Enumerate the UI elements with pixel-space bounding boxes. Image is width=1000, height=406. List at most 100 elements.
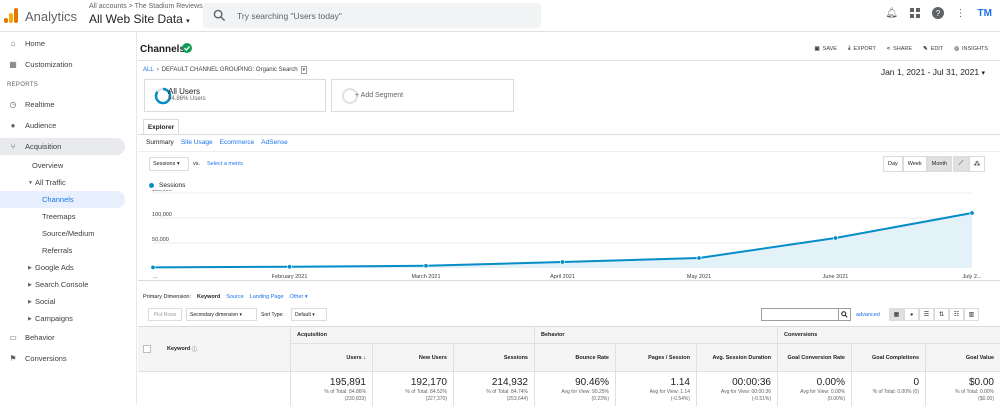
col-goal-value[interactable]: Goal Value (925, 343, 1000, 371)
verified-check-icon (182, 43, 192, 53)
term-cloud-icon[interactable]: ☷ (949, 308, 964, 321)
pie-view-icon[interactable]: ◕ (904, 308, 919, 321)
help-icon[interactable]: ? (931, 7, 944, 19)
sidebar-item-referrals[interactable]: Referrals (0, 242, 125, 259)
granularity-week[interactable]: Week (902, 156, 927, 172)
total-sub: Avg for View: 90.25% (561, 389, 609, 395)
keyword-header[interactable]: Keyword ⓘ (160, 327, 290, 371)
line-chart-icon[interactable]: ⟋ (953, 156, 969, 172)
dim-other-label: Other (289, 294, 304, 300)
grouping-all-link[interactable]: ALL (143, 67, 154, 73)
avatar[interactable]: TM (977, 7, 992, 19)
comparison-view-icon[interactable]: ⇅ (934, 308, 949, 321)
col-pages-session[interactable]: Pages / Session (615, 343, 696, 371)
series-area (153, 213, 972, 268)
caret-down-icon: ▾ (981, 70, 985, 77)
segment-all-users[interactable]: All Users 84.86% Users (144, 79, 326, 112)
data-point (696, 255, 702, 261)
pencil-icon: ✎ (923, 45, 928, 52)
insights-button[interactable]: ◎ INSIGHTS (954, 45, 988, 52)
edit-button[interactable]: ✎ EDIT (923, 45, 943, 52)
performance-view-icon[interactable]: ☰ (919, 308, 934, 321)
dim-keyword[interactable]: Keyword (196, 294, 221, 300)
primary-dimension-label: Primary Dimension: (143, 294, 191, 300)
search-bar[interactable]: Try searching "Users today" (203, 3, 541, 28)
data-table-icon[interactable]: ▦ (889, 308, 904, 321)
x-tick-label: ... (153, 274, 158, 280)
col-goal-conversion-rate[interactable]: Goal Conversion Rate (777, 343, 851, 371)
total-goal-conversion-rate: 0.00% Avg for View: 0.00% (0.00%) (777, 372, 851, 406)
motion-chart-icon[interactable]: ⁂ (969, 156, 985, 172)
notifications-icon[interactable]: 🔔︎ (885, 7, 898, 19)
subtab-adsense[interactable]: AdSense (261, 139, 288, 146)
advanced-filter-link[interactable]: advanced (856, 312, 880, 318)
sort-type-value: Default (295, 311, 311, 318)
total-value: 0.00% (816, 377, 845, 388)
export-icon: ⤓ (847, 45, 851, 51)
col-avg-session-duration[interactable]: Avg. Session Duration (696, 343, 777, 371)
save-button[interactable]: ▣ SAVE (814, 45, 836, 52)
share-button[interactable]: < SHARE (887, 45, 912, 52)
empty-circle-icon (342, 88, 358, 104)
col-users[interactable]: Users ↓ (290, 343, 372, 371)
subtab-site-usage[interactable]: Site Usage (180, 139, 213, 146)
add-segment-button[interactable]: + Add Segment (331, 79, 514, 112)
sidebar-item-all-traffic[interactable]: ▼ All Traffic (0, 174, 125, 191)
select-all-checkbox[interactable] (143, 345, 151, 353)
sidebar-item-customization[interactable]: ▦ Customization (0, 56, 125, 73)
dim-other[interactable]: Other ▾ (289, 294, 308, 300)
total-value: 0 (913, 377, 919, 388)
total-sub: (0.23%) (591, 396, 609, 402)
granularity-day[interactable]: Day (883, 156, 903, 172)
col-new-users[interactable]: New Users (372, 343, 453, 371)
sidebar-item-audience[interactable]: ● Audience (0, 117, 125, 134)
caret-right-icon: ▶ (28, 281, 32, 288)
col-goal-completions[interactable]: Goal Completions (851, 343, 925, 371)
sidebar-item-home[interactable]: ⌂ Home (0, 35, 125, 52)
breadcrumb[interactable]: All accounts > The Stadium Reviews (89, 3, 203, 10)
sidebar-item-label: Conversions (25, 354, 67, 363)
subtab-ecommerce[interactable]: Ecommerce (219, 139, 255, 146)
dim-landing-page[interactable]: Landing Page (249, 294, 284, 300)
table-search-button[interactable] (838, 308, 851, 321)
segment-name: All Users (168, 87, 201, 96)
granularity-month[interactable]: Month (926, 156, 953, 172)
total-avg-session-duration: 00:00:36 Avg for View: 00:00:36 (-0.51%) (696, 372, 777, 406)
tab-explorer[interactable]: Explorer (143, 119, 179, 134)
sidebar-item-channels[interactable]: Channels (0, 191, 125, 208)
pivot-view-icon[interactable]: ▥ (964, 308, 979, 321)
apps-grid-icon[interactable] (909, 7, 921, 19)
sidebar-item-google-ads[interactable]: ▶ Google Ads (0, 259, 125, 276)
col-bounce-rate[interactable]: Bounce Rate (534, 343, 615, 371)
sidebar-item-source-medium[interactable]: Source/Medium (0, 225, 125, 242)
export-button[interactable]: ⤓ EXPORT (848, 45, 876, 52)
subtab-summary[interactable]: Summary (146, 139, 174, 146)
sidebar-item-treemaps[interactable]: Treemaps (0, 208, 125, 225)
sidebar-item-social[interactable]: ▶ Social (0, 293, 125, 310)
account-selector[interactable]: All Web Site Data ▾ (89, 12, 190, 26)
analytics-logo[interactable] (4, 7, 18, 23)
sort-type-select[interactable]: Default ▾ (291, 308, 327, 321)
sidebar-item-realtime[interactable]: ◷ Realtime (0, 96, 125, 113)
col-sessions[interactable]: Sessions (453, 343, 534, 371)
sidebar-item-overview[interactable]: Overview (0, 157, 125, 174)
x-tick-label: June 2021 (823, 274, 849, 280)
secondary-dimension-select[interactable]: Secondary dimension ▾ (186, 308, 257, 321)
data-point (969, 210, 975, 216)
metric-select[interactable]: Sessions ▾ (149, 157, 189, 171)
section-label: REPORTS (7, 82, 38, 88)
sidebar-item-search-console[interactable]: ▶ Search Console (0, 276, 125, 293)
granularity-toggle: Day Week Month (883, 156, 953, 172)
report-main: Channels ▣ SAVE ⤓ EXPORT < SHARE ✎ EDIT ◎ INS… (138, 32, 1000, 406)
select-metric-link[interactable]: Select a metric (207, 161, 244, 167)
sidebar-item-behavior[interactable]: ▭ Behavior (0, 329, 125, 346)
grouping-dropdown[interactable]: ▾ (300, 66, 308, 74)
date-range-picker[interactable]: Jan 1, 2021 - Jul 31, 2021 ▾ (881, 67, 985, 77)
plot-rows-button[interactable]: Plot Rows (148, 308, 182, 321)
sidebar-item-label: Home (25, 39, 46, 48)
dim-source[interactable]: Source (226, 294, 244, 300)
sidebar-item-conversions[interactable]: ⚑ Conversions (0, 350, 125, 367)
sidebar-item-campaigns[interactable]: ▶ Campaigns (0, 310, 125, 327)
more-vert-icon[interactable]: ⋮ (955, 7, 966, 19)
sidebar-item-acquisition[interactable]: ⑂ Acquisition (0, 138, 125, 155)
